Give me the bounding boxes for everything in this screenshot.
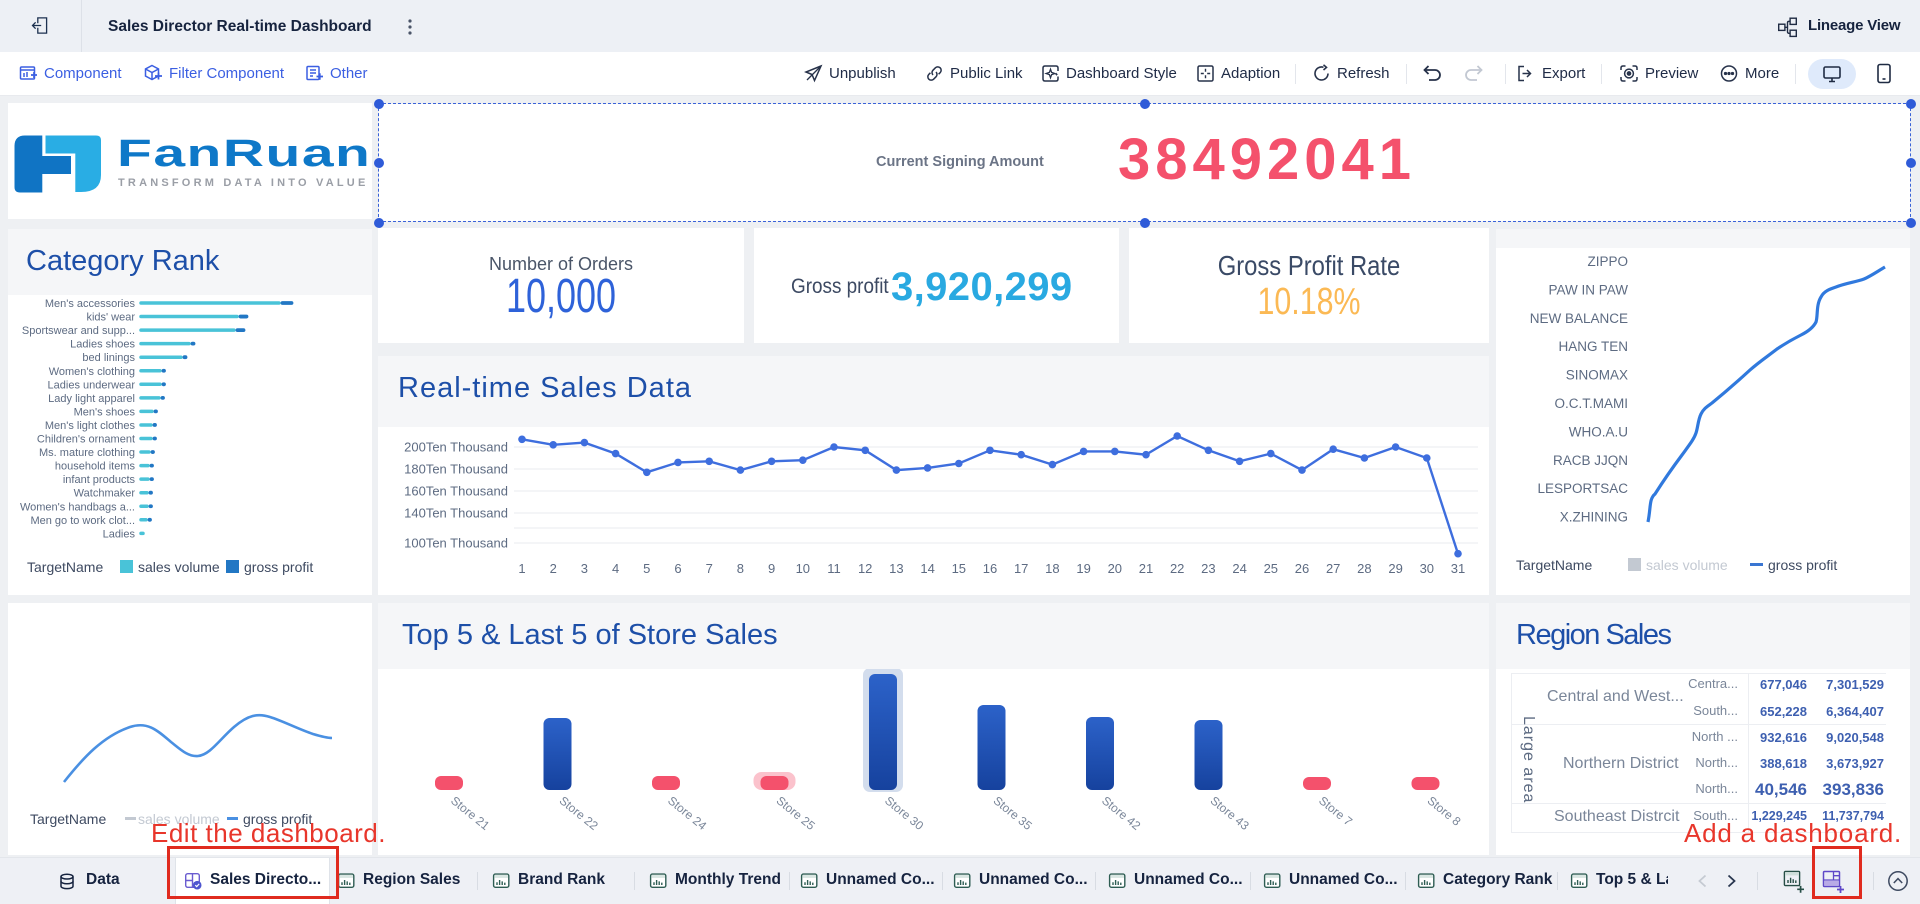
svg-text:16: 16 — [983, 561, 997, 576]
svg-text:14: 14 — [920, 561, 934, 576]
svg-text:2: 2 — [550, 561, 557, 576]
svg-text:LESPORTSAC: LESPORTSAC — [1537, 481, 1628, 496]
svg-text:25: 25 — [1264, 561, 1278, 576]
svg-text:21: 21 — [1139, 561, 1153, 576]
svg-text:Men's accessories: Men's accessories — [45, 298, 136, 310]
svg-text:Ladies: Ladies — [103, 528, 136, 540]
svg-text:Store 22: Store 22 — [557, 793, 601, 833]
svg-text:6: 6 — [674, 561, 681, 576]
svg-text:8: 8 — [737, 561, 744, 576]
svg-text:Store 30: Store 30 — [882, 793, 926, 833]
svg-text:RACB JJQN: RACB JJQN — [1553, 453, 1628, 468]
svg-text:180Ten Thousand: 180Ten Thousand — [404, 462, 508, 477]
svg-text:WHO.A.U: WHO.A.U — [1569, 424, 1628, 439]
svg-text:Store 7: Store 7 — [1316, 793, 1355, 828]
svg-text:10: 10 — [796, 561, 810, 576]
svg-text:20: 20 — [1108, 561, 1122, 576]
svg-text:ZIPPO: ZIPPO — [1587, 254, 1628, 269]
svg-text:kids' wear: kids' wear — [86, 312, 135, 324]
svg-text:3: 3 — [581, 561, 588, 576]
svg-text:22: 22 — [1170, 561, 1184, 576]
svg-text:bed linings: bed linings — [82, 352, 135, 364]
svg-text:19: 19 — [1076, 561, 1090, 576]
svg-text:Men's light clothes: Men's light clothes — [45, 420, 136, 432]
svg-text:11: 11 — [827, 561, 841, 576]
svg-text:X.ZHINING: X.ZHINING — [1560, 510, 1628, 525]
svg-text:O.C.T.MAMI: O.C.T.MAMI — [1555, 396, 1629, 411]
svg-text:31: 31 — [1451, 561, 1465, 576]
svg-text:Store 21: Store 21 — [448, 793, 492, 833]
svg-text:Store 25: Store 25 — [774, 793, 818, 833]
svg-text:23: 23 — [1201, 561, 1215, 576]
svg-text:140Ten Thousand: 140Ten Thousand — [404, 506, 508, 521]
svg-text:Store 8: Store 8 — [1425, 793, 1464, 828]
svg-text:SINOMAX: SINOMAX — [1566, 368, 1628, 383]
svg-text:Sportswear and supp...: Sportswear and supp... — [22, 325, 135, 337]
svg-text:5: 5 — [643, 561, 650, 576]
svg-text:100Ten Thousand: 100Ten Thousand — [404, 536, 508, 551]
svg-text:27: 27 — [1326, 561, 1340, 576]
svg-text:NEW BALANCE: NEW BALANCE — [1530, 311, 1628, 326]
svg-text:Ladies shoes: Ladies shoes — [70, 339, 135, 351]
svg-text:12: 12 — [858, 561, 872, 576]
svg-text:Ms. mature clothing: Ms. mature clothing — [39, 447, 135, 459]
svg-text:24: 24 — [1232, 561, 1246, 576]
svg-text:Men go to work clot...: Men go to work clot... — [30, 515, 135, 527]
svg-text:Ladies underwear: Ladies underwear — [48, 379, 136, 391]
svg-text:Children's ornament: Children's ornament — [37, 434, 135, 446]
svg-text:Women's handbags a...: Women's handbags a... — [20, 501, 135, 513]
svg-text:Store 24: Store 24 — [665, 793, 709, 833]
svg-text:Lady light apparel: Lady light apparel — [48, 393, 135, 405]
svg-text:1: 1 — [518, 561, 525, 576]
svg-text:7: 7 — [706, 561, 713, 576]
svg-text:13: 13 — [889, 561, 903, 576]
svg-text:18: 18 — [1045, 561, 1059, 576]
svg-text:17: 17 — [1014, 561, 1028, 576]
svg-text:Store 42: Store 42 — [1099, 793, 1143, 833]
svg-text:household items: household items — [55, 461, 136, 473]
svg-text:HANG TEN: HANG TEN — [1558, 339, 1628, 354]
svg-text:4: 4 — [612, 561, 619, 576]
svg-text:PAW IN PAW: PAW IN PAW — [1549, 282, 1629, 297]
svg-text:9: 9 — [768, 561, 775, 576]
svg-text:Store 43: Store 43 — [1208, 793, 1252, 833]
svg-text:29: 29 — [1388, 561, 1402, 576]
svg-text:Women's clothing: Women's clothing — [49, 366, 135, 378]
svg-text:Men's shoes: Men's shoes — [74, 406, 136, 418]
svg-text:28: 28 — [1357, 561, 1371, 576]
svg-text:Store 35: Store 35 — [991, 793, 1035, 833]
svg-text:infant products: infant products — [63, 474, 136, 486]
svg-text:160Ten Thousand: 160Ten Thousand — [404, 484, 508, 499]
svg-text:26: 26 — [1295, 561, 1309, 576]
svg-text:200Ten Thousand: 200Ten Thousand — [404, 440, 508, 455]
svg-text:30: 30 — [1420, 561, 1434, 576]
svg-text:Watchmaker: Watchmaker — [74, 488, 136, 500]
svg-text:15: 15 — [952, 561, 966, 576]
